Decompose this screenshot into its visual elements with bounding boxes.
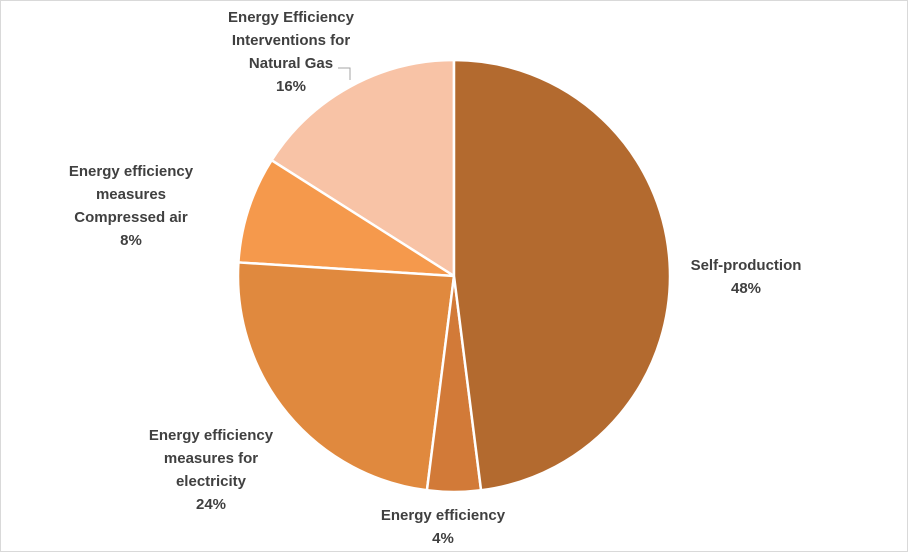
slice-label: Energy efficiency 4% [363, 504, 523, 550]
value-label: 24% [195, 496, 227, 513]
slice-label: Energy Efficiency Interventions for Natu… [216, 6, 366, 98]
slice-label: Energy efficiency measures for electrici… [131, 424, 291, 516]
pie-slice [236, 261, 456, 492]
pie-slice [269, 58, 456, 279]
pie-slice [452, 58, 672, 492]
category-name: Self-production [690, 257, 802, 274]
value-label: 4% [432, 530, 454, 547]
value-label: 16% [275, 78, 307, 95]
category-name: Energy Efficiency Interventions for Natu… [228, 9, 354, 72]
category-name: Energy efficiency measures Compressed ai… [68, 163, 194, 226]
value-label: 8% [120, 232, 142, 249]
category-name: Energy efficiency [380, 507, 506, 524]
leader-line [338, 67, 351, 80]
slice-label: Self-production 48% [666, 254, 826, 300]
slice-label: Energy efficiency measures Compressed ai… [51, 160, 211, 252]
pie-slice [237, 158, 455, 278]
category-name: Energy efficiency measures for electrici… [148, 427, 274, 490]
value-label: 48% [730, 280, 762, 297]
